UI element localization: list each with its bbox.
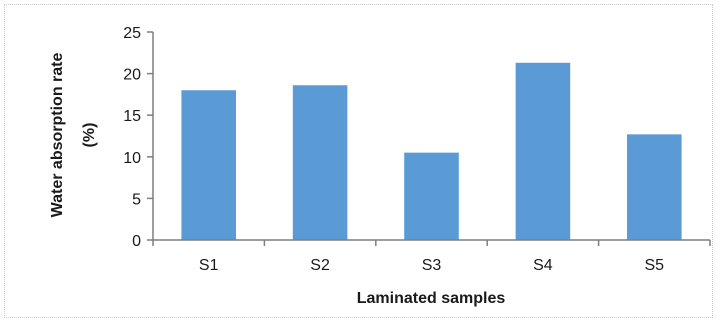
y-tick-label: 0 [132, 233, 141, 250]
x-tick-label-s1: S1 [199, 257, 219, 274]
bar-s1 [181, 90, 236, 241]
bar-s5 [627, 134, 682, 240]
y-tick-label: 5 [132, 191, 141, 208]
x-axis-title: Laminated samples [357, 290, 506, 307]
x-tick-label-s2: S2 [310, 257, 330, 274]
bar-s2 [292, 85, 348, 240]
bar-s3 [404, 152, 459, 240]
chart-frame [4, 4, 713, 318]
y-axis-title-line-1: Water absorption rate [49, 53, 66, 218]
x-tick-label-s4: S4 [533, 257, 553, 274]
bars [181, 62, 682, 241]
y-tick-label: 10 [123, 150, 141, 167]
x-axis-ticks: S1 S2 S3 S4 S5 [152, 240, 711, 274]
x-tick-label-s5: S5 [645, 257, 665, 274]
y-axis-ticks: 0 5 10 15 20 25 [123, 25, 153, 250]
y-tick-label: 20 [123, 67, 141, 84]
x-tick-label-s3: S3 [422, 257, 442, 274]
y-tick-label: 15 [123, 108, 141, 125]
bar-s4 [515, 62, 571, 241]
y-tick-label: 25 [123, 25, 141, 42]
y-axis-title-line-2: (%) [81, 123, 98, 148]
